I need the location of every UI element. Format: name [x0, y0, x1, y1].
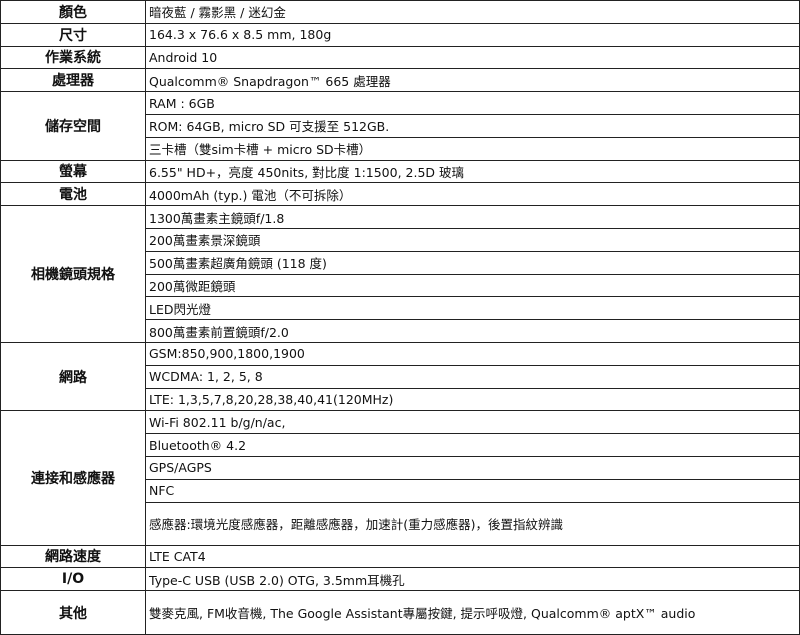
- spec-label: 其他: [0, 590, 146, 635]
- spec-value: 164.3 x 76.6 x 8.5 mm, 180g: [145, 22, 800, 47]
- spec-row: I/O Type-C USB (USB 2.0) OTG, 3.5mm耳機孔: [0, 567, 800, 592]
- spec-value: GPS/AGPS: [145, 455, 800, 480]
- spec-value: LTE CAT4: [145, 544, 800, 569]
- spec-row: 感應器:環境光度感應器，距離感應器，加速計(重力感應器)，後置指紋辨識: [1, 501, 800, 546]
- spec-value: LED閃光燈: [145, 296, 800, 321]
- spec-value: 200萬微距鏡頭: [145, 273, 800, 298]
- spec-value: Bluetooth® 4.2: [145, 433, 800, 457]
- spec-value: 1300萬畫素主鏡頭f/1.8: [145, 205, 800, 229]
- spec-value: 200萬畫素景深鏡頭: [145, 227, 800, 252]
- spec-label: 螢幕: [0, 159, 146, 184]
- spec-label: 儲存空間: [0, 91, 146, 161]
- spec-row: 顏色 暗夜藍 / 霧影黑 / 迷幻金: [0, 0, 800, 24]
- spec-row: 儲存空間 RAM : 6GB: [0, 91, 800, 161]
- spec-label: 尺寸: [0, 22, 146, 47]
- spec-row: 其他 雙麥克風, FM收音機, The Google Assistant專屬按鍵,…: [0, 590, 800, 635]
- spec-value: 三卡槽（雙sim卡槽 + micro SD卡槽）: [145, 136, 800, 161]
- spec-label: I/O: [0, 567, 146, 592]
- spec-value: 4000mAh (typ.) 電池（不可拆除）: [145, 182, 800, 207]
- spec-value: 雙麥克風, FM收音機, The Google Assistant專屬按鍵, 提…: [145, 590, 800, 635]
- spec-value: RAM : 6GB: [145, 91, 800, 115]
- spec-row: 網路速度 LTE CAT4: [0, 544, 800, 569]
- spec-row: LTE: 1,3,5,7,8,20,28,38,40,41(120MHz): [1, 387, 800, 412]
- spec-label: 網路速度: [0, 544, 146, 569]
- spec-value: 暗夜藍 / 霧影黑 / 迷幻金: [145, 0, 800, 24]
- spec-value: 800萬畫素前置鏡頭f/2.0: [145, 319, 800, 343]
- spec-value: ROM: 64GB, micro SD 可支援至 512GB.: [145, 113, 800, 138]
- spec-value: Qualcomm® Snapdragon™ 665 處理器: [145, 68, 800, 93]
- spec-row: 連接和感應器 Wi-Fi 802.11 b/g/n/ac,: [0, 410, 800, 546]
- spec-value: Type-C USB (USB 2.0) OTG, 3.5mm耳機孔: [145, 567, 800, 592]
- spec-label: 顏色: [0, 0, 146, 24]
- spec-value: 6.55" HD+，亮度 450nits, 對比度 1:1500, 2.5D 玻…: [145, 159, 800, 184]
- spec-row: 處理器 Qualcomm® Snapdragon™ 665 處理器: [0, 68, 800, 93]
- spec-label: 網路: [0, 341, 146, 412]
- spec-value: Wi-Fi 802.11 b/g/n/ac,: [145, 410, 800, 435]
- spec-row: 作業系統 Android 10: [0, 45, 800, 70]
- spec-value: NFC: [145, 478, 800, 503]
- spec-row: 尺寸 164.3 x 76.6 x 8.5 mm, 180g: [0, 22, 800, 47]
- spec-value: GSM:850,900,1800,1900: [145, 341, 800, 366]
- spec-label: 連接和感應器: [0, 410, 146, 546]
- spec-row: 相機鏡頭規格 1300萬畫素主鏡頭f/1.8: [0, 205, 800, 343]
- spec-value: Android 10: [145, 45, 800, 70]
- spec-row: 200萬微距鏡頭: [1, 273, 800, 298]
- spec-row: 網路 GSM:850,900,1800,1900: [0, 341, 800, 412]
- spec-value: 500萬畫素超廣角鏡頭 (118 度): [145, 250, 800, 275]
- spec-label: 相機鏡頭規格: [0, 205, 146, 343]
- spec-row: 螢幕 6.55" HD+，亮度 450nits, 對比度 1:1500, 2.5D…: [0, 159, 800, 184]
- spec-value: 感應器:環境光度感應器，距離感應器，加速計(重力感應器)，後置指紋辨識: [145, 501, 800, 546]
- spec-row: 電池 4000mAh (typ.) 電池（不可拆除）: [0, 182, 800, 207]
- spec-label: 處理器: [0, 68, 146, 93]
- spec-value: LTE: 1,3,5,7,8,20,28,38,40,41(120MHz): [145, 387, 800, 412]
- spec-label: 電池: [0, 182, 146, 207]
- spec-value: WCDMA: 1, 2, 5, 8: [145, 364, 800, 389]
- spec-label: 作業系統: [0, 45, 146, 70]
